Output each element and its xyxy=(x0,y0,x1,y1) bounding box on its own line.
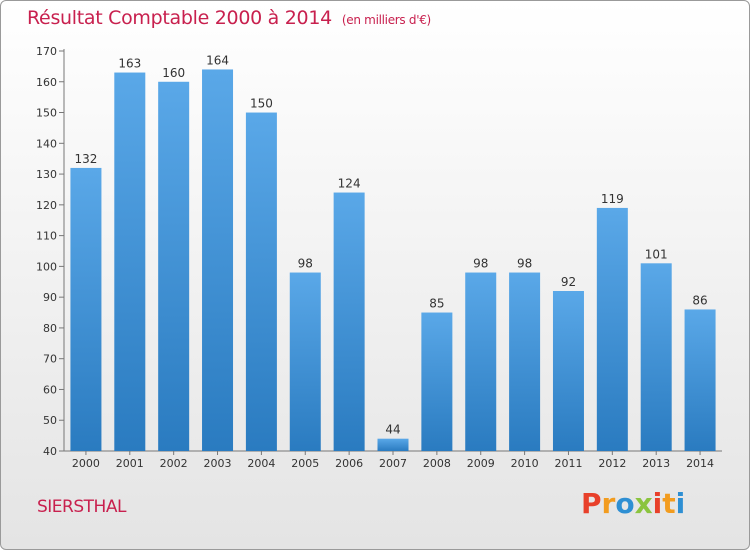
value-label: 86 xyxy=(692,293,707,307)
bar-2004 xyxy=(245,112,277,452)
bar-2006 xyxy=(333,192,365,452)
proxiti-logo[interactable]: Proxiti xyxy=(581,487,685,520)
value-label: 124 xyxy=(338,177,361,191)
x-tick-label: 2003 xyxy=(204,457,232,470)
value-label: 101 xyxy=(645,247,668,261)
y-tick-label: 160 xyxy=(36,76,57,89)
bar-2014 xyxy=(684,309,716,451)
y-tick-label: 50 xyxy=(43,414,57,427)
bar-2012 xyxy=(596,207,628,451)
value-label: 132 xyxy=(74,152,97,166)
logo-letter: i xyxy=(652,487,663,520)
x-tick-label: 2001 xyxy=(116,457,144,470)
bar-2005 xyxy=(289,272,321,451)
chart-subtitle: (en milliers d'€) xyxy=(341,13,431,27)
value-label: 85 xyxy=(429,297,444,311)
y-tick-label: 70 xyxy=(43,353,57,366)
logo-letter: x xyxy=(634,487,653,520)
value-label: 119 xyxy=(601,192,624,206)
logo-letter: o xyxy=(615,487,635,520)
bar-2013 xyxy=(640,263,672,451)
bar-2003 xyxy=(202,69,234,451)
x-tick-label: 2008 xyxy=(423,457,451,470)
x-tick-label: 2007 xyxy=(379,457,407,470)
y-tick-label: 80 xyxy=(43,322,57,335)
chart-title: Résultat Comptable 2000 à 2014 (en millie… xyxy=(27,7,431,29)
value-label: 98 xyxy=(298,257,313,271)
value-label: 160 xyxy=(162,66,185,80)
logo-letter: i xyxy=(675,487,686,520)
x-tick-label: 2010 xyxy=(511,457,539,470)
x-tick-label: 2000 xyxy=(72,457,100,470)
x-tick-label: 2011 xyxy=(554,457,582,470)
commune-name: SIERSTHAL xyxy=(37,497,126,517)
chart-title-text: Résultat Comptable 2000 à 2014 xyxy=(27,7,332,29)
bar-2009 xyxy=(465,272,497,451)
bar-2000 xyxy=(70,167,102,451)
logo-letter: r xyxy=(601,487,616,520)
x-tick-label: 2006 xyxy=(335,457,363,470)
value-label: 44 xyxy=(385,423,400,437)
chart-bars xyxy=(70,69,716,452)
logo-letter: P xyxy=(581,487,602,520)
x-tick-label: 2014 xyxy=(686,457,714,470)
y-tick-label: 170 xyxy=(36,45,57,58)
y-tick-label: 150 xyxy=(36,107,57,120)
y-tick-label: 60 xyxy=(43,383,57,396)
logo-letter: t xyxy=(662,487,676,520)
value-label: 163 xyxy=(118,57,141,71)
bar-2011 xyxy=(552,291,584,451)
x-tick-label: 2009 xyxy=(467,457,495,470)
bar-2001 xyxy=(114,72,146,452)
chart-value-labels: 132 163 160 164 150 98 124 44 85 98 98 92 119 101 86 xyxy=(74,53,707,436)
y-tick-label: 140 xyxy=(36,137,57,150)
bar-2010 xyxy=(509,272,541,451)
y-tick-label: 90 xyxy=(43,291,57,304)
x-tick-label: 2002 xyxy=(160,457,188,470)
x-tick-label: 2013 xyxy=(642,457,670,470)
y-tick-label: 40 xyxy=(43,445,57,458)
y-tick-label: 130 xyxy=(36,168,57,181)
value-label: 98 xyxy=(517,257,532,271)
x-tick-label: 2005 xyxy=(291,457,319,470)
bar-2002 xyxy=(158,81,190,452)
y-tick-label: 110 xyxy=(36,230,57,243)
value-label: 98 xyxy=(473,257,488,271)
value-label: 150 xyxy=(250,97,273,111)
x-tick-label: 2012 xyxy=(598,457,626,470)
y-tick-label: 100 xyxy=(36,260,57,273)
bar-2008 xyxy=(421,312,453,451)
value-label: 92 xyxy=(561,275,576,289)
value-label: 164 xyxy=(206,53,229,67)
bar-2007 xyxy=(377,438,409,451)
y-tick-label: 120 xyxy=(36,199,57,212)
x-tick-label: 2004 xyxy=(247,457,275,470)
